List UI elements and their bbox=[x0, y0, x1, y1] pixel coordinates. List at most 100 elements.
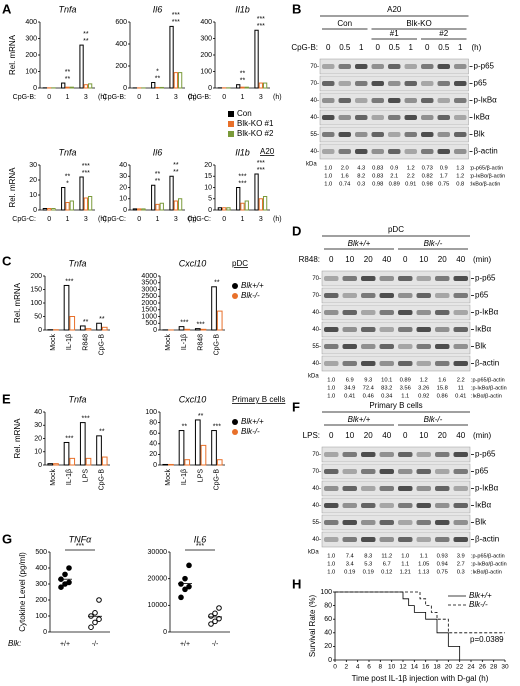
y-tick-label: 0 bbox=[208, 85, 212, 92]
band bbox=[437, 149, 450, 154]
band bbox=[416, 327, 431, 332]
y-tick-label: 80 bbox=[324, 602, 332, 609]
significance: *** bbox=[257, 16, 265, 23]
band bbox=[342, 452, 357, 457]
blot-strip bbox=[321, 480, 471, 497]
x-tick-label: 22 bbox=[456, 664, 464, 671]
significance: ** bbox=[65, 76, 71, 83]
x-tick-label: LPS bbox=[82, 469, 89, 483]
bar bbox=[65, 202, 70, 211]
quant-value: 1.21 bbox=[400, 570, 411, 576]
bar bbox=[79, 176, 84, 211]
bar bbox=[211, 286, 217, 331]
chart-title: Il6 bbox=[153, 4, 163, 14]
group-label: Blk: bbox=[8, 639, 21, 648]
chart-title: Il1b bbox=[235, 4, 250, 14]
quant-value: 0.12 bbox=[381, 570, 392, 576]
band bbox=[435, 293, 450, 298]
band bbox=[324, 293, 339, 298]
dot bbox=[88, 624, 94, 631]
quant-value: 0.93 bbox=[437, 554, 448, 560]
lane-label: 40 bbox=[456, 255, 465, 264]
band bbox=[404, 149, 417, 154]
lane-unit: (h) bbox=[472, 43, 482, 52]
y-tick-label: 10 bbox=[29, 192, 37, 199]
quant-value: 0.19 bbox=[344, 570, 355, 576]
band bbox=[379, 452, 394, 457]
band bbox=[324, 327, 339, 332]
row-label: p-p65 bbox=[474, 62, 495, 71]
y-tick-label: 400 bbox=[35, 565, 47, 572]
legend-label: Blk-/- bbox=[469, 600, 488, 609]
band bbox=[453, 452, 468, 457]
dot bbox=[92, 619, 98, 626]
quant-label: :IκBα/β-actin bbox=[470, 181, 501, 187]
chart-title: Cxcl10 bbox=[179, 394, 207, 404]
band bbox=[398, 469, 413, 474]
bar bbox=[69, 86, 74, 89]
dot bbox=[186, 562, 192, 569]
significance: ** bbox=[240, 71, 246, 78]
band bbox=[454, 115, 467, 120]
bar bbox=[184, 459, 191, 466]
x-unit: (h) bbox=[188, 216, 197, 223]
dot bbox=[62, 571, 68, 578]
significance: ** bbox=[182, 423, 188, 430]
blot-strip bbox=[321, 338, 471, 355]
band bbox=[421, 132, 434, 137]
blot-strip bbox=[319, 126, 469, 143]
quant-value: 0.73 bbox=[422, 166, 433, 172]
band bbox=[416, 344, 431, 349]
bar bbox=[244, 86, 249, 89]
y-axis-label: Rel. mRNA bbox=[8, 34, 17, 75]
bar bbox=[151, 82, 156, 89]
band bbox=[322, 115, 335, 120]
bar bbox=[258, 82, 263, 89]
y-axis-label: Rel. mRNA bbox=[13, 418, 22, 459]
y-tick-label: 40 bbox=[324, 630, 332, 637]
mw-marker: 70- bbox=[312, 469, 321, 475]
quant-value: 0.89 bbox=[400, 378, 411, 384]
caption: A20 bbox=[260, 147, 275, 156]
band bbox=[435, 310, 450, 315]
quant-value: 1.7 bbox=[440, 174, 448, 180]
band bbox=[453, 344, 468, 349]
band bbox=[324, 361, 339, 366]
y-tick-label: 150 bbox=[30, 286, 42, 293]
y-tick-label: 0 bbox=[43, 629, 47, 636]
dot bbox=[208, 621, 214, 627]
row-label: IκBα bbox=[474, 113, 491, 122]
lane-unit: (min) bbox=[473, 255, 492, 264]
bar bbox=[177, 198, 183, 211]
y-tick-label: 100 bbox=[25, 68, 37, 75]
quant-value: 1.1 bbox=[401, 394, 409, 400]
bar bbox=[79, 422, 86, 466]
significance: *** bbox=[65, 435, 73, 442]
quant-value: 72.4 bbox=[363, 386, 375, 392]
band bbox=[435, 486, 450, 491]
x-tick-label: CpG-B bbox=[99, 469, 106, 491]
quant-value: 5.3 bbox=[364, 562, 372, 568]
dot bbox=[178, 594, 184, 601]
lane-label: 0 bbox=[326, 43, 331, 52]
panel-label: G bbox=[2, 531, 12, 546]
band bbox=[398, 276, 413, 281]
y-tick-label: 100 bbox=[30, 300, 42, 307]
band bbox=[435, 503, 450, 508]
lane-label: 1 bbox=[409, 43, 414, 52]
bar bbox=[65, 86, 70, 89]
band bbox=[404, 115, 417, 120]
lane-label: 20 bbox=[364, 255, 373, 264]
quant-value: 6.9 bbox=[346, 378, 354, 384]
band bbox=[361, 486, 376, 491]
lane-unit: (min) bbox=[473, 431, 492, 440]
legend-label: Blk+/+ bbox=[241, 281, 264, 290]
quant-value: 1.3 bbox=[456, 166, 464, 172]
x-tick-label: CpG-B bbox=[214, 334, 221, 356]
x-tick-label: 6 bbox=[367, 664, 371, 671]
y-tick-label: 100 bbox=[200, 68, 212, 75]
legend-label: Blk-/- bbox=[241, 291, 260, 300]
band bbox=[342, 503, 357, 508]
quant-value: 4.3 bbox=[357, 166, 365, 172]
y-tick-label: 400 bbox=[200, 19, 212, 26]
